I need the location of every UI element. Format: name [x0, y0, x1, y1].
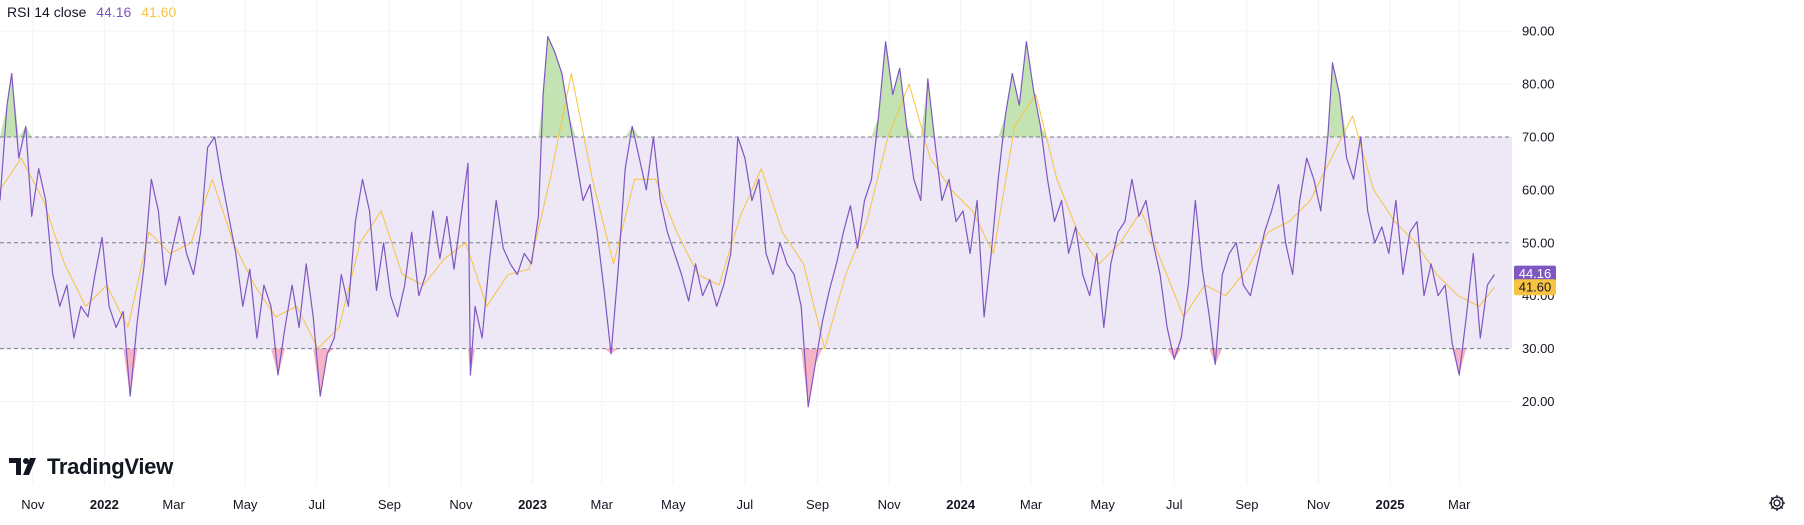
x-tick-label: Sep [806, 497, 829, 512]
rsi-value: 44.16 [96, 4, 132, 20]
x-tick-label: Nov [21, 497, 45, 512]
overbought-fill [0, 36, 1495, 137]
tradingview-logo-icon [9, 458, 36, 475]
x-tick-label: 2022 [90, 497, 119, 512]
x-tick-label: Nov [449, 497, 473, 512]
y-tick-label: 90.00 [1522, 24, 1555, 39]
x-tick-label: Nov [878, 497, 902, 512]
x-tick-label: Nov [1307, 497, 1331, 512]
x-tick-label: May [661, 497, 686, 512]
tradingview-logo[interactable]: TradingView [9, 454, 173, 480]
x-tick-label: Mar [591, 497, 614, 512]
x-tick-label: May [233, 497, 258, 512]
x-tick-label: Jul [308, 497, 325, 512]
time-axis[interactable]: Nov 2022 Mar May Jul Sep Nov 2023 Mar May Jul Sep No… [21, 497, 1471, 512]
ma-last-value-badge [1514, 279, 1556, 296]
y-tick-label: 50.00 [1522, 235, 1555, 250]
x-tick-label: 2025 [1376, 497, 1405, 512]
series-lines [0, 35, 1495, 408]
y-tick-label: 30.00 [1522, 341, 1555, 356]
y-tick-label: 60.00 [1522, 182, 1555, 197]
x-tick-label: Mar [162, 497, 185, 512]
y-tick-label: 80.00 [1522, 77, 1555, 92]
x-tick-label: Mar [1448, 497, 1471, 512]
y-tick-label: 20.00 [1522, 394, 1555, 409]
settings-gear-icon[interactable] [1768, 494, 1786, 512]
x-tick-label: 2024 [946, 497, 976, 512]
brand-name: TradingView [47, 454, 173, 479]
rsi-last-value-badge-text: 44.16 [1519, 266, 1552, 281]
x-tick-label: Jul [737, 497, 754, 512]
x-tick-label: Sep [378, 497, 401, 512]
x-tick-label: Sep [1235, 497, 1258, 512]
oversold-fill [0, 348, 1495, 407]
rsi-last-value-badge [1514, 265, 1556, 282]
level-lines [0, 136, 1512, 350]
x-tick-label: Mar [1020, 497, 1043, 512]
x-tick-label: Jul [1166, 497, 1183, 512]
y-tick-label: 70.00 [1522, 129, 1555, 144]
x-tick-label: May [1090, 497, 1115, 512]
x-tick-label: 2023 [518, 497, 547, 512]
indicator-legend[interactable]: RSI 14 close 44.16 41.60 [7, 4, 182, 20]
ma-last-value-badge-text: 41.60 [1519, 280, 1552, 295]
rsi-line [0, 35, 1495, 408]
indicator-name: RSI 14 close [7, 4, 87, 20]
ma-value: 41.60 [141, 4, 177, 20]
